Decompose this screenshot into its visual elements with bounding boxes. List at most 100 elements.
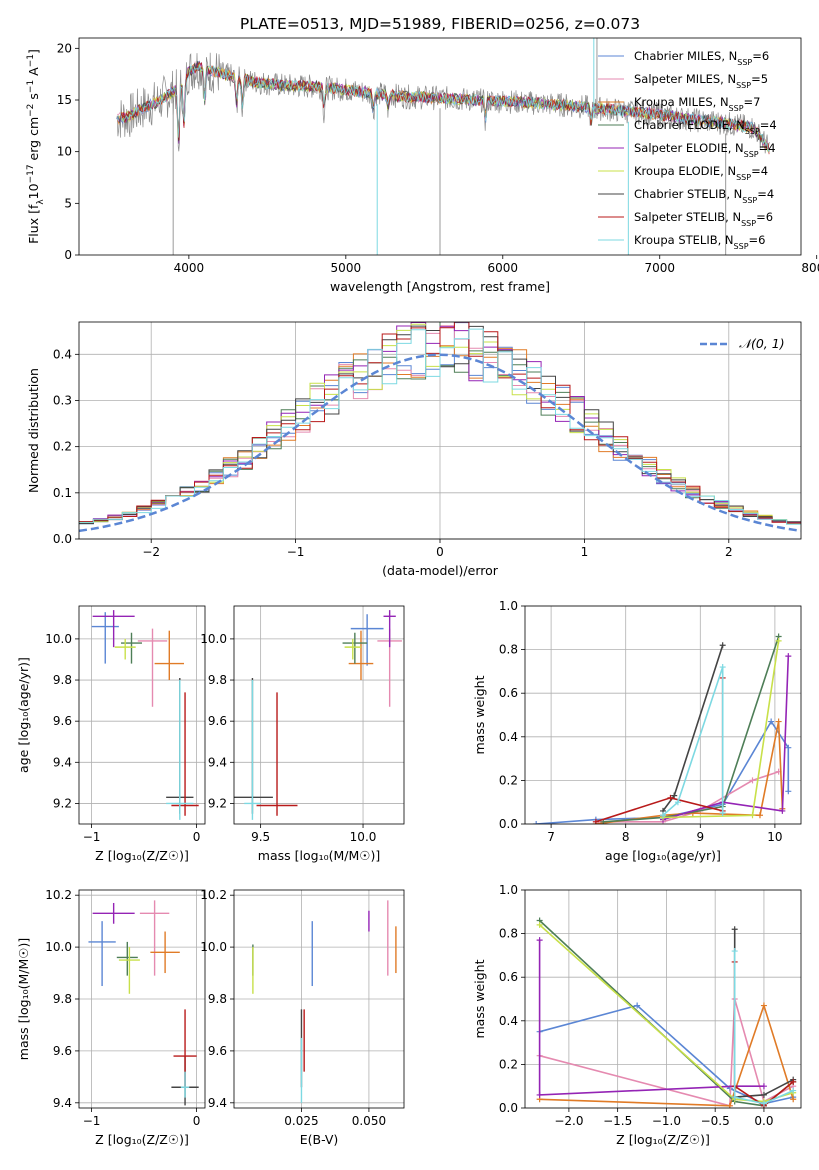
- panel-mass-vs-ebv: 0.025 0.050 9.4 9.6 9.8 10.0 10.2 E(B-V): [200, 888, 405, 1147]
- x-axis-label: E(B-V): [300, 1132, 339, 1147]
- marker-krou_stelib: [719, 664, 726, 671]
- legend-model-name: Kroupa MILES, N: [634, 95, 729, 109]
- y-tick-label: 10: [57, 145, 72, 159]
- y-tick-label: 0.1: [53, 486, 72, 500]
- axes-frame: [233, 889, 405, 1109]
- legend-ssp-subscript: SSP: [737, 58, 752, 67]
- y-tick-label: 9.8: [208, 992, 227, 1006]
- marker-krou_elodie: [775, 637, 782, 644]
- x-tick-label: 1: [581, 545, 589, 559]
- y-tick-label: 0: [64, 248, 72, 262]
- marker-salp_stelib: [667, 794, 674, 801]
- panel-age-vs-z: −1 0 9.2 9.4 9.6 9.8 10.0 Z [log₁₀(Z/Z☉)] age [l…: [16, 605, 206, 863]
- legend-ssp-subscript: SSP: [742, 196, 757, 205]
- y-tick-label: 0.4: [499, 1014, 518, 1028]
- legend-entry-krou_elodie: Kroupa ELODIE, NSSP=4: [634, 164, 768, 182]
- marker-krou_miles: [790, 1096, 797, 1103]
- marker-salp_elodie: [760, 1083, 767, 1090]
- axes-frame: [524, 889, 802, 1109]
- x-tick-label: 9.5: [251, 830, 270, 844]
- y-tick-label: 0.4: [499, 730, 518, 744]
- legend-model-name: Chabrier MILES, N: [634, 49, 737, 63]
- x-tick-label: −0.5: [701, 1114, 730, 1128]
- marker-krou_elodie: [536, 921, 543, 928]
- x-axis-label: (data-model)/error: [382, 563, 499, 578]
- series-krou_miles: [595, 721, 784, 824]
- figure-title: PLATE=0513, MJD=51989, FIBERID=0256, z=0…: [240, 15, 640, 33]
- x-tick-label: −1.0: [652, 1114, 681, 1128]
- y-axis-label-part: 10: [26, 183, 41, 199]
- x-tick-label: 9: [696, 830, 704, 844]
- y-tick-label: 10.0: [45, 940, 72, 954]
- marker-krou_stelib: [660, 812, 666, 819]
- marker-krou_stelib: [731, 1094, 738, 1101]
- y-tick-label: 9.6: [53, 714, 72, 728]
- legend-model-name: Salpeter ELODIE, N: [634, 141, 744, 155]
- y-tick-label: 0.6: [499, 686, 518, 700]
- marker-salp_elodie: [785, 653, 792, 660]
- x-tick-label: −1: [83, 1114, 101, 1128]
- x-axis-label: Z [log₁₀(Z/Z☉)]: [95, 848, 189, 863]
- y-axis-label: mass [log₁₀(M/M☉)]: [16, 938, 31, 1060]
- y-tick-label: 0.2: [53, 440, 72, 454]
- x-tick-label: −1.5: [603, 1114, 632, 1128]
- y-axis-label: Flux [fλ10−17 erg cm−2 s−1 A−1]: [26, 49, 46, 244]
- y-axis-label-part: ]: [26, 49, 41, 54]
- y-tick-label: 0.2: [499, 773, 518, 787]
- y-tick-label: 9.6: [53, 1044, 72, 1058]
- marker-salp_stelib: [790, 1078, 797, 1085]
- legend-ssp-subscript: SSP: [745, 127, 760, 136]
- y-axis-label-part: λ: [36, 199, 46, 205]
- x-tick-label: 0: [193, 1114, 201, 1128]
- marker-chab_miles: [785, 788, 792, 795]
- plot-area: [252, 900, 397, 1103]
- y-tick-label: 9.8: [53, 673, 72, 687]
- marker-salp_miles: [749, 777, 756, 784]
- y-tick-label: 10.0: [200, 632, 227, 646]
- series-salp_elodie: [662, 656, 790, 821]
- x-tick-label: 10: [767, 830, 782, 844]
- plot-area: [234, 610, 402, 820]
- y-tick-label: 10.0: [200, 940, 227, 954]
- y-tick-label: 15: [57, 93, 72, 107]
- x-tick-label: 0: [193, 830, 201, 844]
- x-tick-label: 0.0: [754, 1114, 773, 1128]
- histogram-krou_stelib: [79, 328, 801, 525]
- marker-krou_stelib: [790, 1087, 797, 1094]
- x-axis-label: mass [log₁₀(M/M☉)]: [258, 848, 380, 863]
- y-axis-label: Normed distribution: [26, 368, 41, 493]
- axes-frame: [78, 321, 802, 540]
- marker-chab_stelib: [731, 926, 738, 933]
- legend-entry-salp_miles: Salpeter MILES, NSSP=5: [634, 72, 768, 90]
- series-salp_elodie: [538, 940, 764, 1096]
- y-tick-label: 0.3: [53, 393, 72, 407]
- y-tick-label: 0.0: [499, 1101, 518, 1115]
- legend-ssp-subscript: SSP: [736, 81, 751, 90]
- y-tick-label: 5: [64, 196, 72, 210]
- x-tick-label: 0.025: [284, 1114, 318, 1128]
- y-tick-label: 0.4: [53, 347, 72, 361]
- axes-frame: [78, 37, 802, 256]
- legend-entry-chab_miles: Chabrier MILES, NSSP=6: [634, 49, 769, 67]
- plot-area: [79, 322, 801, 533]
- y-tick-label: 9.4: [53, 1096, 72, 1110]
- series-krou_stelib: [733, 951, 794, 1105]
- plot-area: [533, 633, 792, 824]
- legend-ssp-subscript: SSP: [734, 242, 749, 251]
- legend-ssp-subscript: SSP: [736, 173, 751, 182]
- marker-krou_elodie: [749, 812, 756, 819]
- y-tick-label: 9.4: [208, 1096, 227, 1110]
- histogram-salp_stelib: [79, 322, 801, 524]
- y-axis-label-part: Flux [f: [26, 204, 41, 244]
- x-tick-label: 7: [547, 830, 555, 844]
- marker-krou_stelib: [760, 1100, 767, 1107]
- x-tick-label: −1: [287, 545, 305, 559]
- legend-ssp-count: =5: [751, 72, 768, 86]
- y-tick-label: 10.2: [200, 888, 227, 902]
- marker-krou_miles: [756, 812, 763, 819]
- x-tick-label: −2: [142, 545, 160, 559]
- y-tick-label: 9.6: [208, 1044, 227, 1058]
- series-chab_elodie: [603, 636, 780, 823]
- y-tick-label: 9.4: [208, 755, 227, 769]
